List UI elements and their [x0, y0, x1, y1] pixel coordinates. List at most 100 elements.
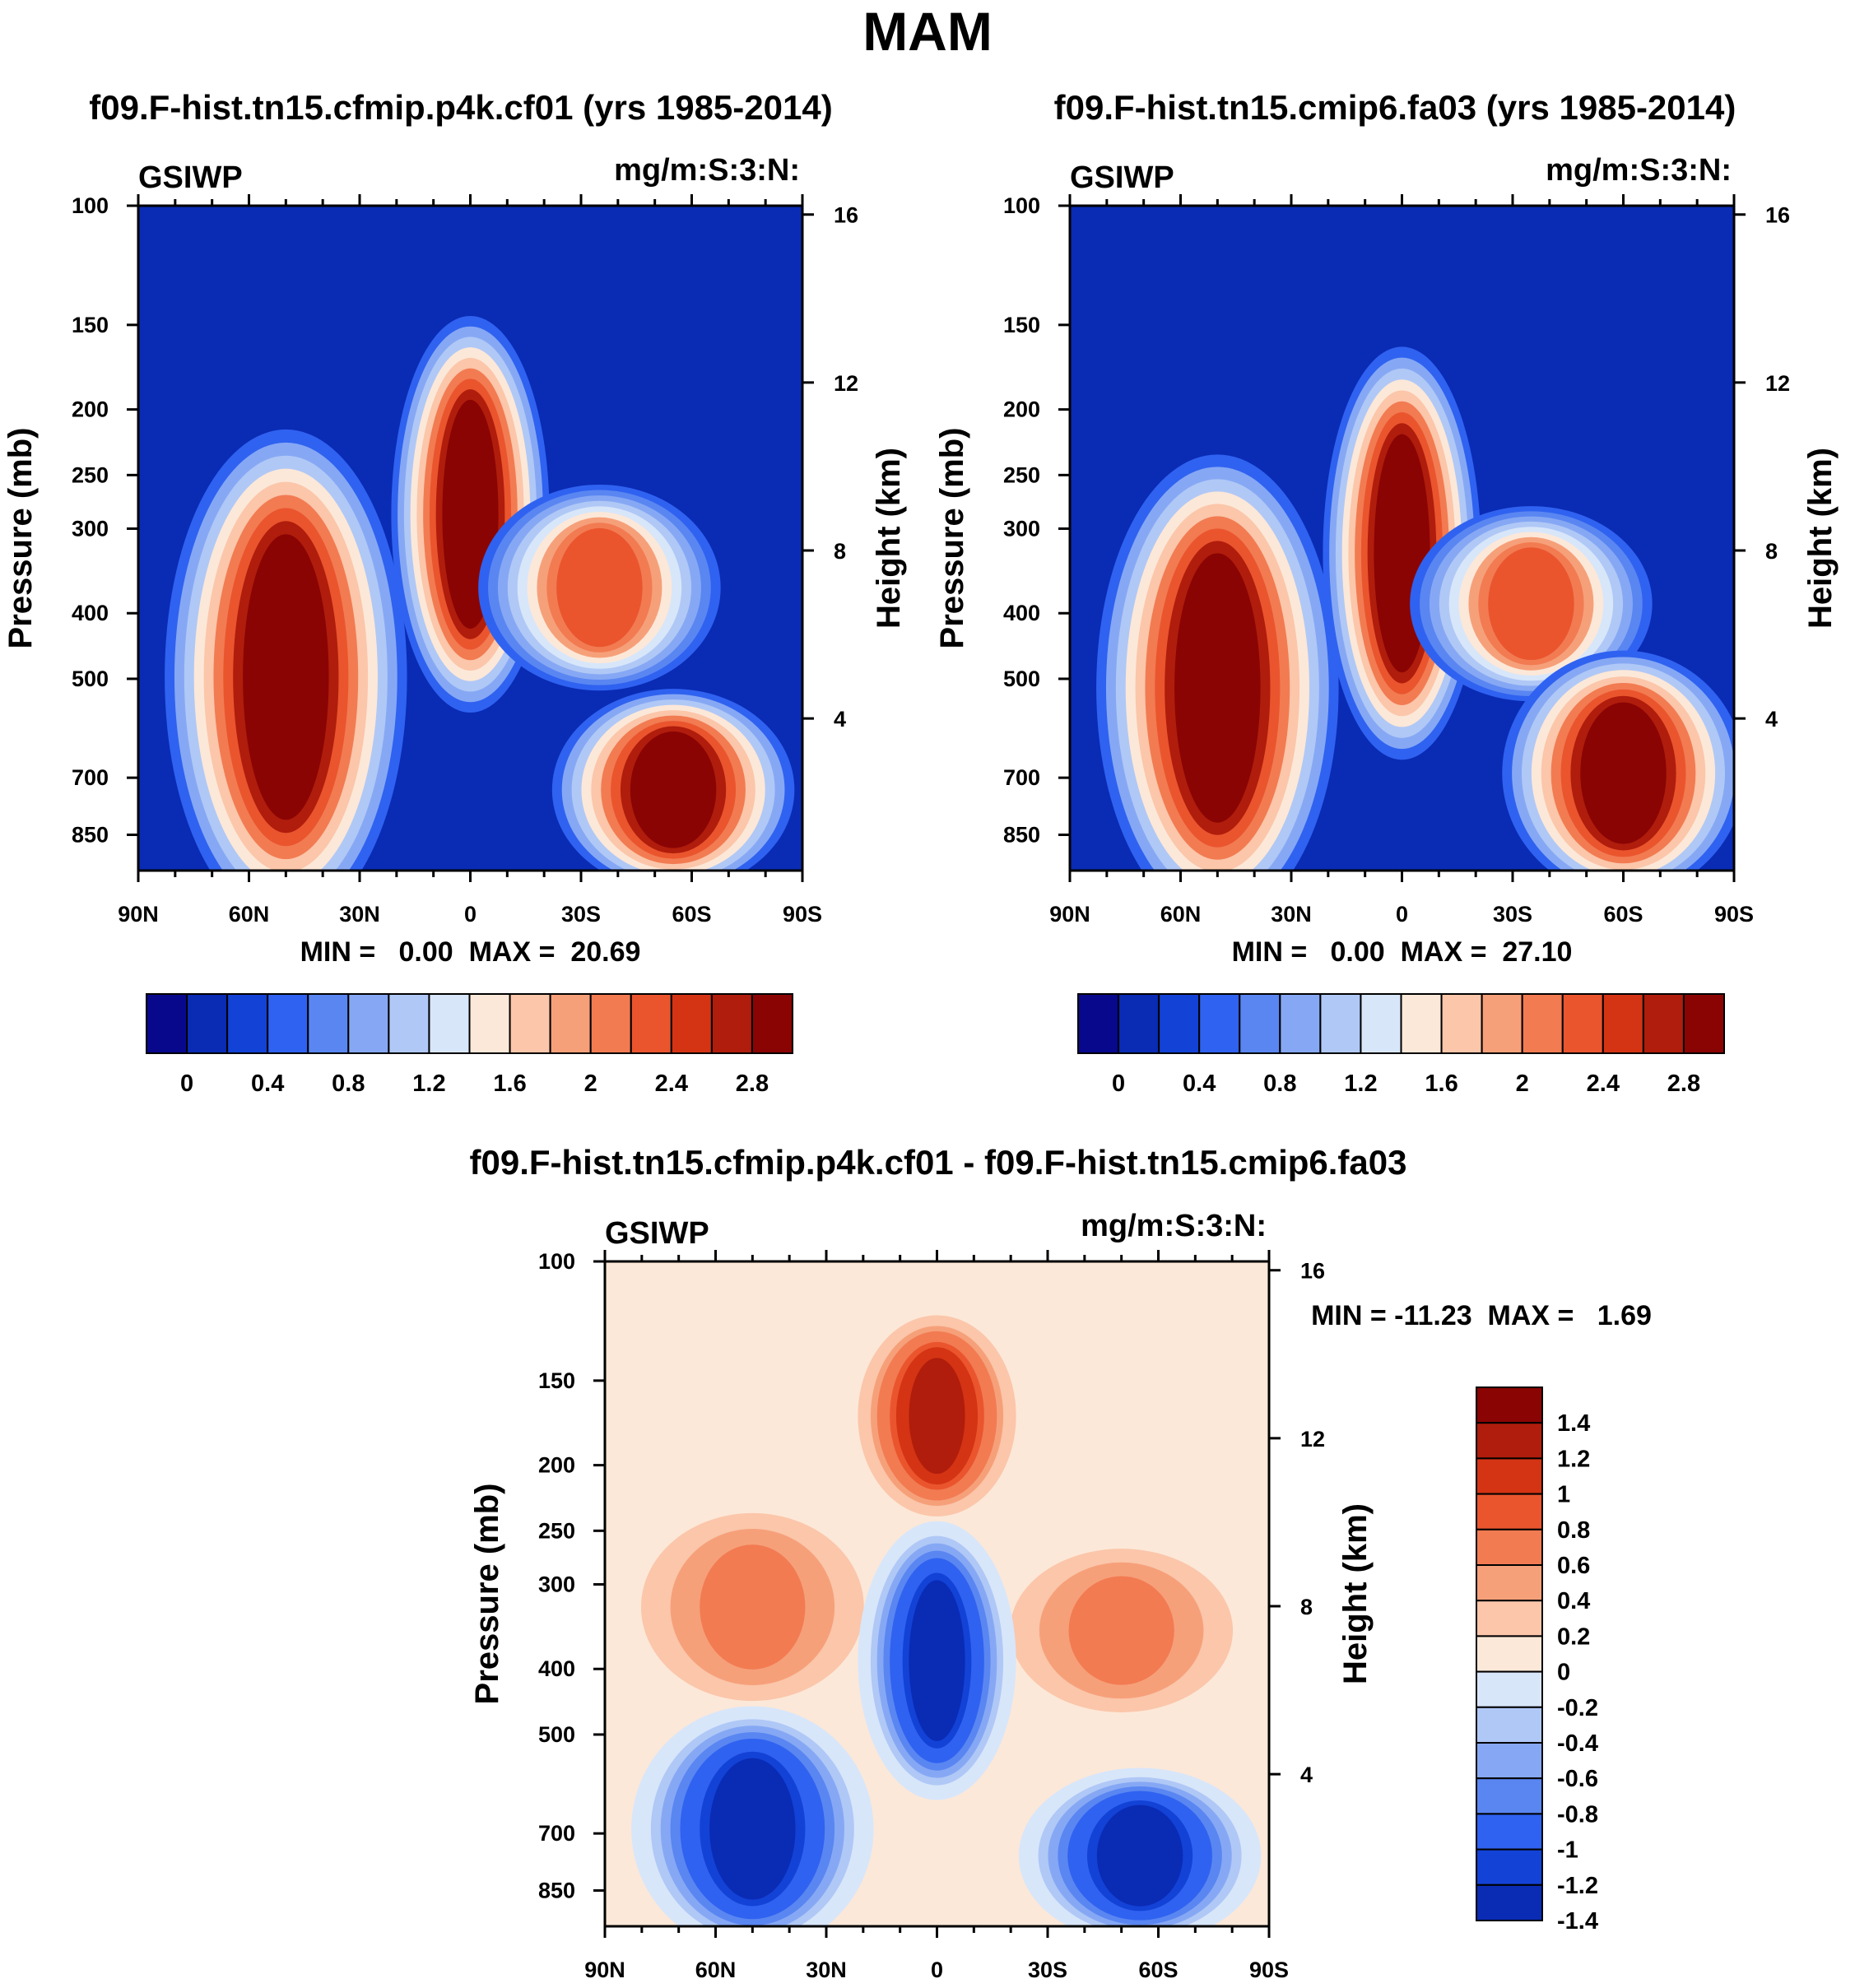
x-tick-label: 90N — [1049, 902, 1090, 927]
x-tick-label: 90S — [1714, 902, 1754, 927]
units-label: mg/m:S:3:N: — [1546, 153, 1732, 188]
colorbar-swatch — [1476, 1670, 1543, 1708]
colorbar-swatch — [428, 993, 471, 1054]
colorbar-swatch — [146, 993, 188, 1054]
colorbar-swatch — [1360, 993, 1402, 1054]
y2-tick-label: 12 — [1300, 1427, 1325, 1452]
y2-tick-label: 12 — [1765, 371, 1790, 396]
y2-tick-label: 8 — [1300, 1595, 1313, 1619]
colorbar: 0 0.4 0.8 1.2 1.6 2 2.4 2.8 — [146, 993, 793, 1097]
colorbar-swatch — [1476, 1386, 1543, 1424]
x-tick-label: 60S — [1603, 902, 1643, 927]
y-axis-label: Pressure (mb) — [469, 1484, 505, 1705]
colorbar-swatch — [589, 993, 632, 1054]
chart-panel-2: f09.F-hist.tn15.cmip6.fa03 (yrs 1985-201… — [934, 88, 1839, 1097]
y-tick-label: 300 — [72, 516, 109, 541]
y-tick-label: 300 — [1003, 516, 1040, 541]
y-tick-label: 400 — [72, 601, 109, 625]
colorbar-swatch — [1476, 1883, 1543, 1922]
y-axis-label: Pressure (mb) — [2, 428, 39, 649]
colorbar-swatch — [1476, 1457, 1543, 1495]
y-tick-label: 200 — [72, 397, 109, 422]
colorbar-label: -0.6 — [1557, 1766, 1598, 1792]
colorbar-label: 1.6 — [1425, 1071, 1458, 1097]
colorbar-swatch — [1476, 1528, 1543, 1567]
colorbar-swatch — [1682, 993, 1725, 1054]
colorbar-swatch — [1118, 993, 1160, 1054]
colorbar-label: 0.4 — [1557, 1588, 1590, 1614]
colorbar-swatch — [1319, 993, 1362, 1054]
units-label: mg/m:S:3:N: — [1081, 1209, 1267, 1243]
x-tick-label: 60N — [1160, 902, 1202, 927]
colorbar-swatch — [1476, 1422, 1543, 1460]
y-tick-label: 200 — [538, 1453, 575, 1478]
field — [1070, 206, 1734, 871]
colorbar-label: -1.2 — [1557, 1873, 1598, 1899]
colorbar-label: 0.8 — [1263, 1071, 1296, 1097]
colorbar-label: -0.8 — [1557, 1801, 1598, 1828]
colorbar-swatch — [307, 993, 350, 1054]
colorbar-swatch — [670, 993, 713, 1054]
colorbar-swatch — [1521, 993, 1564, 1054]
colorbar-label: -1.4 — [1557, 1908, 1598, 1935]
colorbar-swatch — [549, 993, 592, 1054]
colorbar-swatch — [1476, 1564, 1543, 1602]
colorbar-label: 1.2 — [1344, 1071, 1377, 1097]
contour-sh-upper-increase-0 — [1078, 1581, 1165, 1681]
x-tick-label: 60N — [695, 1958, 737, 1982]
colorbar-swatch — [267, 993, 309, 1054]
colorbar: 0 0.4 0.8 1.2 1.6 2 2.4 2.8 — [1077, 993, 1725, 1097]
contour-sh-upper-cloud-0 — [556, 527, 643, 648]
y-axis-label: Pressure (mb) — [934, 428, 970, 649]
colorbar-label: 0.4 — [1183, 1071, 1216, 1097]
colorbar-swatch — [1476, 1635, 1543, 1673]
x-tick-label: 60S — [672, 902, 711, 927]
colorbar-swatch — [1476, 1777, 1543, 1815]
x-tick-label: 0 — [1396, 902, 1408, 927]
colorbar-swatch — [186, 993, 229, 1054]
colorbar-label: 2.8 — [1667, 1071, 1700, 1097]
x-tick-label: 30S — [1493, 902, 1532, 927]
colorbar-label: 0.8 — [332, 1071, 365, 1097]
colorbar-swatch — [1440, 993, 1483, 1054]
colorbar-swatch — [1279, 993, 1322, 1054]
x-tick-label: 0 — [464, 902, 477, 927]
contour-sh-storm-track-0 — [1580, 702, 1667, 844]
y-tick-label: 100 — [538, 1249, 575, 1274]
y-tick-label: 500 — [1003, 667, 1040, 691]
y2-tick-label: 16 — [1765, 203, 1790, 228]
figure-title: MAM — [862, 1, 993, 62]
y-tick-label: 200 — [1003, 397, 1040, 422]
y-tick-label: 150 — [538, 1368, 575, 1393]
colorbar-label: 0.6 — [1557, 1553, 1590, 1579]
colorbar-swatch — [630, 993, 672, 1054]
colorbar-swatch — [1158, 993, 1201, 1054]
y2-tick-label: 16 — [1300, 1259, 1325, 1284]
contour-tropical-top-increase-0 — [909, 1358, 965, 1475]
chart-panel-3: f09.F-hist.tn15.cfmip.p4k.cf01 - f09.F-h… — [469, 1143, 1652, 1982]
colorbar-swatch — [1476, 1706, 1543, 1744]
colorbar-label: -0.4 — [1557, 1730, 1598, 1757]
y-tick-label: 850 — [72, 823, 109, 848]
x-tick-label: 90S — [783, 902, 822, 927]
x-tick-label: 30N — [806, 1958, 847, 1982]
y-tick-label: 700 — [1003, 765, 1040, 790]
x-tick-label: 60N — [229, 902, 270, 927]
colorbar-swatch — [1642, 993, 1685, 1054]
contour-nh-storm-track-0 — [1174, 553, 1261, 823]
colorbar-swatch — [1198, 993, 1241, 1054]
y-tick-label: 850 — [1003, 823, 1040, 848]
contour-sh-storm-track-0 — [630, 732, 717, 848]
colorbar-label: -0.2 — [1557, 1695, 1598, 1721]
min-max-text: MIN = 0.00 MAX = 20.69 — [300, 936, 641, 968]
x-tick-label: 30N — [339, 902, 380, 927]
y2-tick-label: 4 — [834, 707, 846, 732]
colorbar-label: 2.8 — [736, 1071, 769, 1097]
x-tick-label: 30N — [1271, 902, 1312, 927]
colorbar-swatch — [1481, 993, 1523, 1054]
x-tick-label: 60S — [1138, 1958, 1178, 1982]
y2-tick-label: 4 — [1300, 1763, 1313, 1787]
x-tick-label: 30S — [561, 902, 601, 927]
x-tick-label: 0 — [931, 1958, 943, 1982]
colorbar-label: 2.4 — [655, 1071, 688, 1097]
